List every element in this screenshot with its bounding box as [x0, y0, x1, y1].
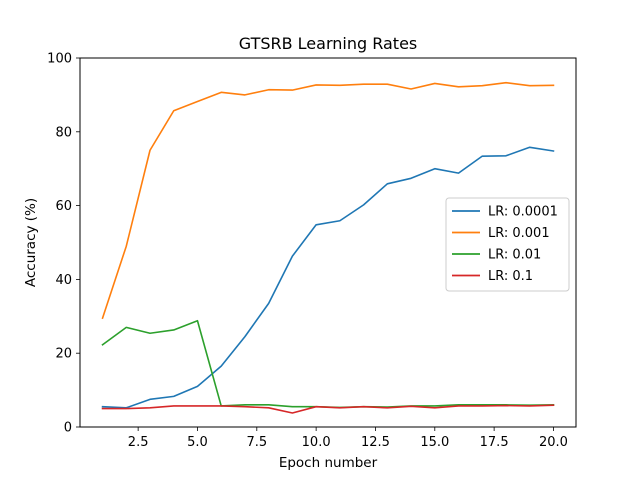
- legend-label: LR: 0.01: [488, 248, 541, 263]
- x-tick-label: 10.0: [302, 435, 331, 450]
- x-tick-label: 15.0: [420, 435, 449, 450]
- x-tick-label: 5.0: [187, 435, 208, 450]
- plot-frame: [79, 57, 577, 428]
- x-tick-label: 12.5: [361, 435, 390, 450]
- legend-label: LR: 0.001: [488, 226, 550, 241]
- y-axis-title: Accuracy (%): [23, 198, 39, 287]
- x-tick-label: 20.0: [539, 435, 568, 450]
- series-line-1: [101, 81, 555, 320]
- legend-label: LR: 0.1: [488, 269, 533, 284]
- x-tick-label: 7.5: [246, 435, 267, 450]
- x-axis: 2.5 5.0 7.5 10.0 12.5 15.0 17.5 20.0: [128, 427, 568, 450]
- chart-title: GTSRB Learning Rates: [239, 34, 418, 53]
- y-tick-label: 100: [47, 52, 72, 67]
- y-tick-label: 60: [55, 199, 72, 214]
- y-tick-label: 40: [55, 273, 72, 288]
- series-line-3: [101, 404, 555, 414]
- legend-label: LR: 0.0001: [488, 205, 558, 220]
- x-tick-label: 17.5: [480, 435, 509, 450]
- legend: LR: 0.0001 LR: 0.001 LR: 0.01 LR: 0.1: [445, 197, 570, 292]
- series-line-0: [101, 146, 555, 409]
- y-axis: 0 20 40 60 80 100: [47, 52, 80, 436]
- y-tick-label: 0: [64, 421, 72, 436]
- legend-box: [445, 197, 570, 292]
- x-axis-title: Epoch number: [279, 455, 378, 471]
- y-tick-label: 20: [55, 347, 72, 362]
- x-tick-label: 2.5: [128, 435, 149, 450]
- y-tick-label: 80: [55, 125, 72, 140]
- plot-area: [101, 81, 555, 414]
